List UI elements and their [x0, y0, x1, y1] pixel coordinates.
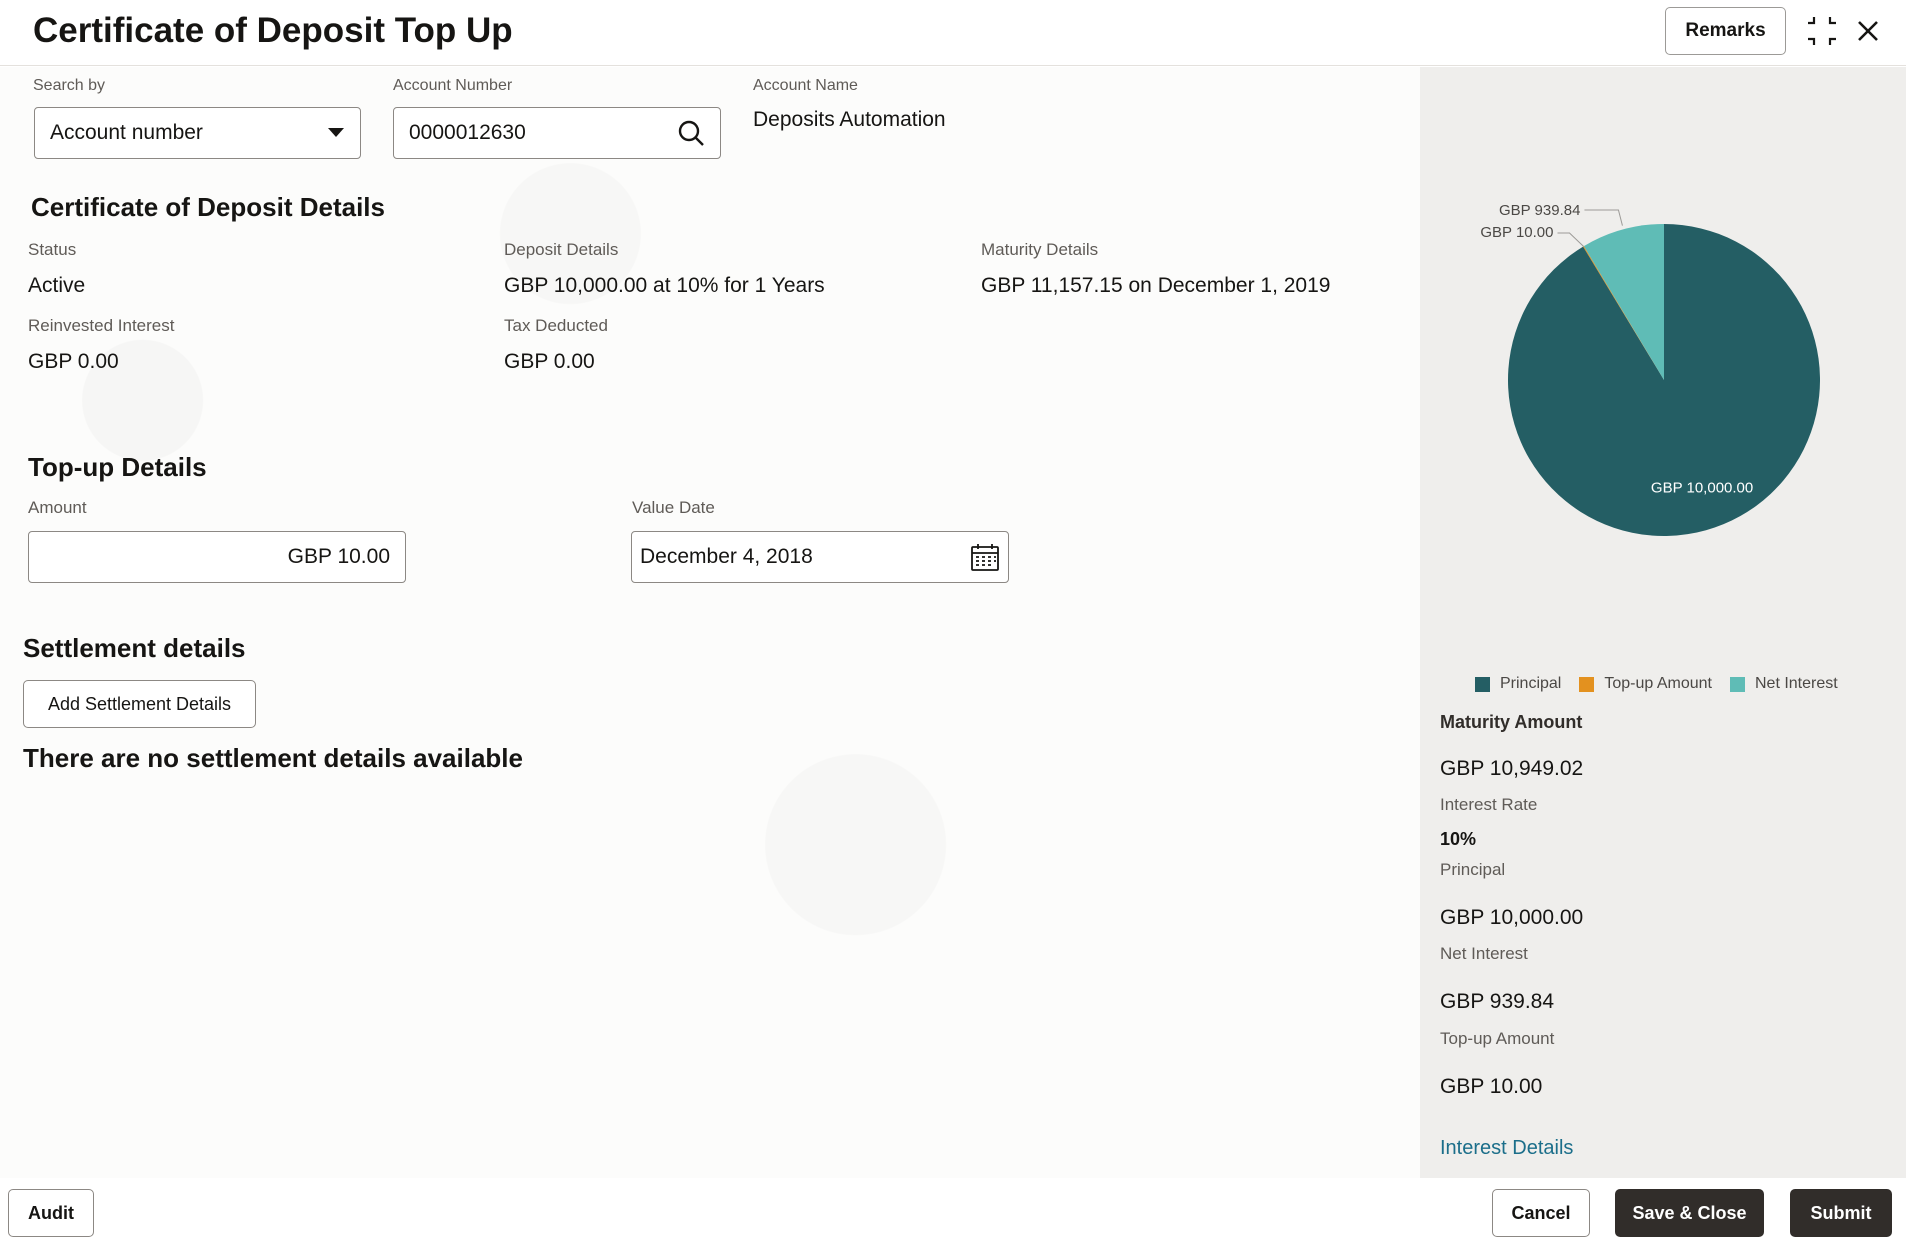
summary-panel: GBP 10,000.00 GBP 939.84 GBP 10.00 Princip…	[1420, 67, 1906, 1178]
main-panel: Search by Account number Account Number …	[0, 67, 1426, 1178]
principal-value: GBP 10,000.00	[1440, 906, 1584, 929]
account-number-label: Account Number	[393, 77, 513, 94]
value-date-value: December 4, 2018	[640, 545, 813, 568]
save-close-button[interactable]: Save & Close	[1615, 1189, 1764, 1237]
account-name-label: Account Name	[753, 77, 858, 94]
legend-swatch-principal	[1475, 676, 1490, 692]
net-interest-value: GBP 939.84	[1440, 990, 1555, 1013]
dialog-header: Certificate of Deposit Top Up Remarks	[0, 0, 1906, 66]
dialog-footer: Audit Cancel Save & Close Submit	[0, 1178, 1906, 1245]
legend-label-topup: Top-up Amount	[1604, 675, 1712, 692]
search-by-label: Search by	[33, 77, 106, 94]
calendar-icon[interactable]	[970, 542, 1000, 572]
value-date-input[interactable]: December 4, 2018	[631, 531, 1009, 583]
pie-slice-topup[interactable]	[1583, 246, 1664, 380]
account-number-value: 0000012630	[409, 121, 526, 144]
amount-input[interactable]: GBP 10.00	[28, 531, 406, 583]
add-settlement-details-button[interactable]: Add Settlement Details	[23, 680, 256, 728]
pie-label-principal: GBP 10,000.00	[1651, 480, 1753, 497]
close-icon[interactable]	[1850, 13, 1886, 49]
legend-swatch-net-interest	[1729, 676, 1745, 692]
audit-button[interactable]: Audit	[8, 1189, 94, 1237]
topup-amount-value: GBP 10.00	[1440, 1075, 1543, 1098]
tax-deducted-value: GBP 0.00	[504, 350, 595, 373]
pie-slice-net-interest[interactable]	[1583, 224, 1664, 380]
interest-details-link[interactable]: Interest Details	[1440, 1137, 1574, 1159]
legend-item-principal: Principal	[1475, 675, 1561, 693]
page-title: Certificate of Deposit Top Up	[33, 11, 513, 50]
pie-label-topup: GBP 10.00	[1480, 224, 1553, 241]
maturity-details-label: Maturity Details	[981, 240, 1099, 259]
search-by-select[interactable]: Account number	[34, 107, 361, 159]
chart-legend: Principal Top-up Amount Net Interest	[1475, 675, 1838, 693]
tax-deducted-label: Tax Deducted	[504, 316, 608, 335]
settlement-empty-message: There are no settlement details availabl…	[23, 743, 523, 773]
account-name-value: Deposits Automation	[753, 108, 946, 131]
deposit-details-value: GBP 10,000.00 at 10% for 1 Years	[504, 274, 825, 297]
maturity-pie-chart: GBP 10,000.00 GBP 939.84 GBP 10.00	[1480, 202, 1820, 536]
legend-label-principal: Principal	[1500, 675, 1562, 692]
remarks-button[interactable]: Remarks	[1665, 7, 1786, 55]
minimize-icon[interactable]	[1804, 13, 1840, 49]
pie-leader-topup	[1557, 232, 1584, 247]
maturity-details-value: GBP 11,157.15 on December 1, 2019	[981, 274, 1331, 297]
value-date-label: Value Date	[632, 498, 715, 517]
cd-details-heading: Certificate of Deposit Details	[31, 192, 385, 222]
legend-item-topup: Top-up Amount	[1579, 675, 1712, 693]
submit-button[interactable]: Submit	[1790, 1189, 1892, 1237]
amount-label: Amount	[28, 498, 87, 517]
chevron-down-icon	[328, 128, 344, 137]
reinvested-interest-value: GBP 0.00	[28, 350, 119, 373]
deposit-details-label: Deposit Details	[504, 240, 619, 259]
legend-item-net-interest: Net Interest	[1729, 675, 1838, 693]
status-value: Active	[28, 274, 86, 297]
maturity-amount-value: GBP 10,949.02	[1440, 757, 1584, 780]
account-number-input[interactable]: 0000012630	[393, 107, 721, 159]
pie-label-net-interest: GBP 939.84	[1499, 202, 1580, 219]
principal-label: Principal	[1440, 860, 1506, 879]
settlement-heading: Settlement details	[23, 633, 246, 663]
topup-details-heading: Top-up Details	[28, 452, 207, 482]
search-by-value: Account number	[50, 121, 203, 144]
status-label: Status	[28, 240, 77, 259]
topup-amount-label: Top-up Amount	[1440, 1029, 1555, 1048]
amount-value: GBP 10.00	[287, 545, 390, 568]
interest-rate-label: Interest Rate	[1440, 795, 1538, 814]
cancel-button[interactable]: Cancel	[1492, 1189, 1590, 1237]
interest-rate-value: 10%	[1440, 829, 1477, 849]
pie-leader-net-interest	[1584, 209, 1623, 226]
reinvested-interest-label: Reinvested Interest	[28, 316, 175, 335]
legend-swatch-topup	[1579, 676, 1595, 692]
search-icon[interactable]	[677, 119, 705, 147]
legend-label-net-interest: Net Interest	[1754, 675, 1838, 692]
maturity-amount-label: Maturity Amount	[1440, 712, 1583, 732]
net-interest-label: Net Interest	[1440, 944, 1528, 963]
